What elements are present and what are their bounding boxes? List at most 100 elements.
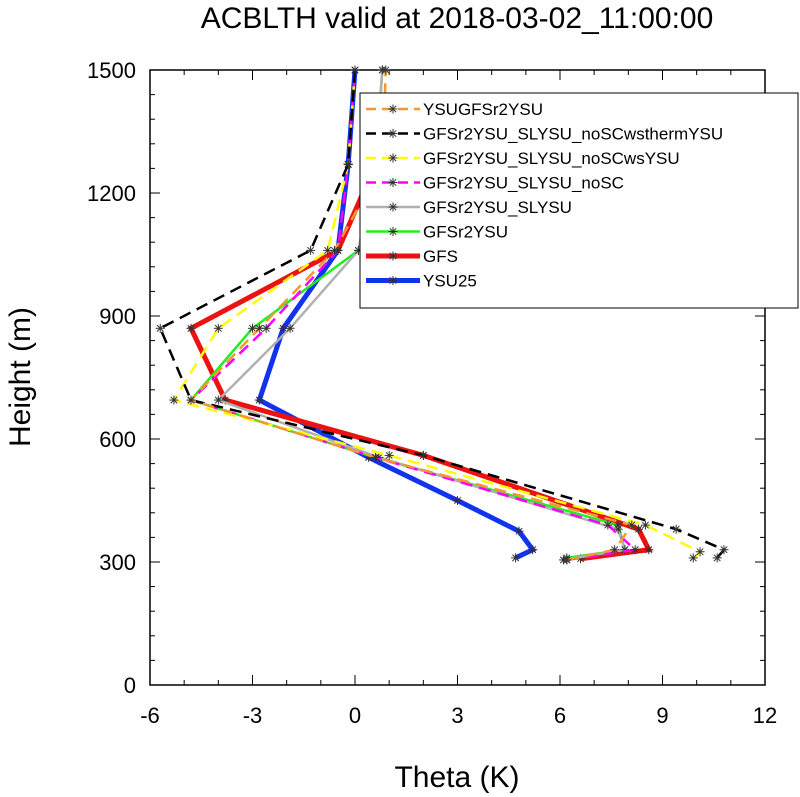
data-point-marker [186,323,196,333]
data-point-marker-stroke [324,246,332,254]
legend-entry: GFSr2YSU_SLYSU_noSCwsthermYSU [366,125,723,144]
data-point-marker [627,520,637,530]
legend-entry: YSUGFSr2YSU [366,100,543,119]
data-point-marker [418,450,428,460]
data-point-marker-stroke [286,324,294,332]
legend-label: YSUGFSr2YSU [423,100,543,119]
data-point-marker [712,553,722,563]
legend-label: GFS [423,247,458,266]
data-point-marker-stroke [344,160,352,168]
legend-entry: GFS [366,247,458,266]
legend-marker [388,251,398,261]
data-point-marker [610,545,620,555]
legend-marker-stroke [389,129,397,138]
x-tick-label: 3 [451,703,463,728]
legend-label: GFSr2YSU_SLYSU_noSCwsYSU [423,149,680,168]
data-point-marker [671,524,681,534]
data-point-marker-stroke [628,521,636,529]
series-GFSr2YSU_SLYSU_noSCwsthermYSU [155,65,729,563]
data-point-marker-stroke [371,453,380,462]
data-point-marker [306,245,316,255]
data-point-marker-stroke [696,548,704,556]
data-point-marker-stroke [214,324,222,332]
x-tick-label: -3 [243,703,263,728]
series-YSUGFSr2YSU [186,65,637,565]
data-point-marker-stroke [385,451,393,459]
data-point-marker [528,545,538,555]
x-tick-label: 12 [753,703,777,728]
y-tick-label: 300 [99,550,136,575]
data-point-marker [514,526,524,536]
data-point-marker [254,323,264,333]
data-point-marker [511,553,521,563]
data-point-marker-stroke [187,324,195,332]
data-point-marker-stroke [641,521,649,529]
legend-label: GFSr2YSU [423,223,508,242]
data-point-marker [644,545,654,555]
x-axis-label: Theta (K) [394,761,519,794]
data-point-marker [384,450,394,460]
data-point-marker-stroke [248,324,257,332]
data-point-marker-stroke [262,324,270,332]
data-point-marker-stroke [515,527,523,535]
data-point-marker-stroke [307,246,315,254]
data-point-marker [285,323,295,333]
data-point-marker [719,545,729,555]
data-point-marker-stroke [156,324,164,332]
legend-label: YSU25 [423,272,477,291]
data-point-marker-stroke [170,396,178,404]
data-point-marker-stroke [604,521,612,529]
data-point-marker [630,545,640,555]
legend-marker [388,178,398,187]
legend-marker-stroke [389,203,397,211]
chart-title: ACBLTH valid at 2018-03-02_11:00:00 [201,2,714,35]
y-tick-label: 1200 [87,181,136,206]
legend-marker-stroke [389,105,397,113]
data-point-marker-stroke [611,546,619,554]
data-point-marker-stroke [214,396,222,404]
legend-marker [388,129,398,138]
x-tick-label: 0 [349,703,361,728]
data-point-marker [254,395,264,405]
series-line [187,163,653,562]
data-point-marker-stroke [512,554,520,562]
legend-marker [388,202,398,212]
data-point-marker [213,323,223,333]
x-tick-label: 6 [554,703,566,728]
data-point-marker-stroke [720,546,728,554]
data-point-marker-stroke [645,546,653,554]
y-tick-label: 1500 [87,58,136,83]
data-point-marker-stroke [187,396,195,404]
data-point-marker [186,395,196,405]
data-point-marker [330,245,339,255]
legend-marker-stroke [389,154,397,162]
data-point-marker [634,524,644,534]
legend: YSUGFSr2YSU GFSr2YSU_SLYSU_noSCwsthermYSU… [359,92,799,309]
data-point-marker-stroke [672,525,680,533]
data-point-marker-stroke [330,246,339,254]
data-point-marker [453,496,462,505]
y-tick-label: 0 [124,673,136,698]
data-point-marker-stroke [255,396,263,404]
data-point-marker-stroke [631,546,639,554]
data-point-marker-stroke [689,554,697,562]
legend-marker [388,153,398,163]
data-point-marker [371,452,380,462]
data-point-marker [640,520,650,530]
data-point-marker-stroke [529,546,537,554]
data-point-marker [562,555,572,565]
legend-frame [359,92,799,309]
legend-marker [388,227,398,236]
series-line [158,69,727,559]
legend-entry: YSU25 [366,272,477,291]
data-point-marker-stroke [563,556,571,564]
y-tick-label: 900 [99,304,136,329]
x-tick-label: -6 [140,703,160,728]
legend-entry: GFSr2YSU [366,223,508,242]
legend-label: GFSr2YSU_SLYSU_noSCwsthermYSU [423,125,723,144]
data-point-marker-stroke [713,554,721,562]
legend-marker [388,104,398,114]
legend-label: GFSr2YSU_SLYSU [423,198,572,217]
data-point-marker-stroke [635,525,643,533]
legend-entry: GFSr2YSU_SLYSU [366,198,572,217]
